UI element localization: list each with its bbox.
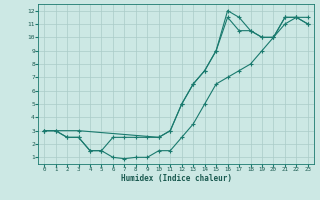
X-axis label: Humidex (Indice chaleur): Humidex (Indice chaleur) — [121, 174, 231, 183]
